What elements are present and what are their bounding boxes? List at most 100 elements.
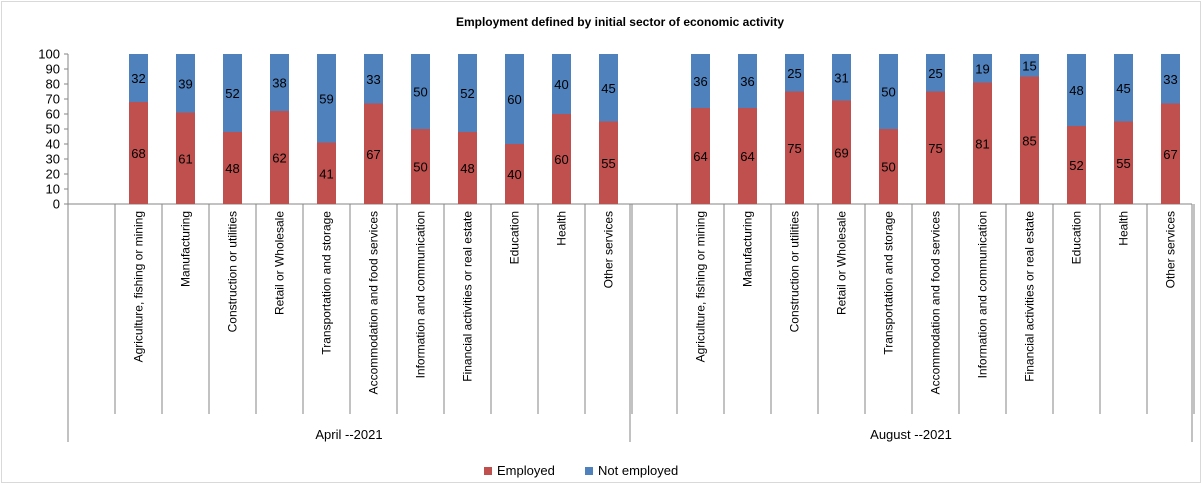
bar-not-employed <box>832 54 851 101</box>
data-label-employed: 61 <box>178 151 192 166</box>
bar-employed <box>458 132 477 204</box>
data-label-not-employed: 40 <box>554 77 568 92</box>
y-tick-label: 50 <box>46 122 60 137</box>
bar-employed <box>599 121 618 204</box>
bar-employed <box>785 91 804 204</box>
bar-employed <box>364 103 383 204</box>
data-label-employed: 81 <box>975 136 989 151</box>
data-label-not-employed: 45 <box>1116 81 1130 96</box>
bar-employed <box>1161 103 1180 204</box>
category-label: Retail or Wholesale <box>273 211 287 315</box>
bar-employed <box>973 82 992 204</box>
category-label: Construction or utilities <box>226 211 240 332</box>
category-label: Manufacturing <box>741 211 755 287</box>
data-label-employed: 64 <box>693 149 707 164</box>
data-label-employed: 40 <box>507 167 521 182</box>
bar-employed <box>317 142 336 204</box>
data-label-employed: 50 <box>413 160 427 175</box>
bar-not-employed <box>1161 54 1180 104</box>
data-label-not-employed: 33 <box>366 72 380 87</box>
bar-employed <box>879 129 898 204</box>
bar-not-employed <box>317 54 336 143</box>
bar-not-employed <box>1020 54 1039 77</box>
bar-employed <box>270 111 289 204</box>
bar-not-employed <box>270 54 289 111</box>
bar-not-employed <box>176 54 195 113</box>
category-label: Other services <box>602 211 616 288</box>
y-tick-label: 70 <box>46 92 60 107</box>
bar-employed <box>129 102 148 204</box>
data-label-employed: 67 <box>1163 147 1177 162</box>
data-label-employed: 60 <box>554 152 568 167</box>
category-label: Transportation and storage <box>882 211 896 355</box>
data-label-not-employed: 38 <box>272 76 286 91</box>
bar-employed <box>552 114 571 204</box>
y-tick-label: 60 <box>46 107 60 122</box>
group-label: August --2021 <box>870 427 952 442</box>
category-label: Agriculture, fishing or mining <box>132 211 146 362</box>
legend-label: Not employed <box>598 463 678 478</box>
data-label-not-employed: 32 <box>131 71 145 86</box>
data-label-not-employed: 31 <box>834 70 848 85</box>
group-label: April --2021 <box>315 427 382 442</box>
category-label: Agriculture, fishing or mining <box>694 211 708 362</box>
data-label-not-employed: 45 <box>601 81 615 96</box>
bar-employed <box>223 132 242 204</box>
bar-not-employed <box>691 54 710 108</box>
bar-employed <box>1020 76 1039 204</box>
category-label: Retail or Wholesale <box>835 211 849 315</box>
bar-employed <box>738 108 757 204</box>
data-label-not-employed: 52 <box>225 86 239 101</box>
y-tick-label: 100 <box>38 47 60 62</box>
category-label: Health <box>1117 211 1131 246</box>
data-label-employed: 75 <box>787 141 801 156</box>
bar-not-employed <box>785 54 804 92</box>
category-label: Education <box>1070 211 1084 264</box>
bar-employed <box>411 129 430 204</box>
y-tick-label: 0 <box>53 197 60 212</box>
bar-not-employed <box>505 54 524 144</box>
data-label-not-employed: 60 <box>507 92 521 107</box>
category-label: Other services <box>1164 211 1178 288</box>
bar-not-employed <box>223 54 242 132</box>
category-label: Transportation and storage <box>320 211 334 355</box>
bar-employed <box>926 91 945 204</box>
data-label-employed: 55 <box>1116 156 1130 171</box>
chart-title: Employment defined by initial sector of … <box>456 15 784 29</box>
data-label-employed: 67 <box>366 147 380 162</box>
y-tick-label: 90 <box>46 62 60 77</box>
data-label-not-employed: 59 <box>319 91 333 106</box>
legend-swatch <box>585 467 593 475</box>
category-label: Financial activities or real estate <box>461 211 475 382</box>
data-label-employed: 48 <box>225 161 239 176</box>
legend-label: Employed <box>497 463 555 478</box>
category-label: Accommodation and food services <box>929 211 943 394</box>
data-label-employed: 64 <box>740 149 754 164</box>
data-label-not-employed: 50 <box>413 85 427 100</box>
bar-employed <box>832 100 851 204</box>
data-label-not-employed: 36 <box>740 74 754 89</box>
data-label-employed: 48 <box>460 161 474 176</box>
data-label-not-employed: 15 <box>1022 58 1036 73</box>
bar-not-employed <box>879 54 898 129</box>
bar-not-employed <box>364 54 383 104</box>
category-label: Information and communication <box>976 211 990 378</box>
category-label: Information and communication <box>414 211 428 378</box>
data-label-employed: 55 <box>601 156 615 171</box>
bar-not-employed <box>458 54 477 132</box>
bar-not-employed <box>1067 54 1086 126</box>
data-label-not-employed: 25 <box>787 66 801 81</box>
data-label-not-employed: 39 <box>178 76 192 91</box>
data-label-not-employed: 36 <box>693 74 707 89</box>
bar-employed <box>176 112 195 204</box>
legend-swatch <box>484 467 492 475</box>
bar-not-employed <box>599 54 618 122</box>
bar-employed <box>691 108 710 204</box>
y-tick-label: 40 <box>46 137 60 152</box>
data-label-employed: 41 <box>319 166 333 181</box>
bar-not-employed <box>552 54 571 114</box>
bar-employed <box>1067 126 1086 204</box>
bar-not-employed <box>411 54 430 129</box>
category-label: Health <box>555 211 569 246</box>
